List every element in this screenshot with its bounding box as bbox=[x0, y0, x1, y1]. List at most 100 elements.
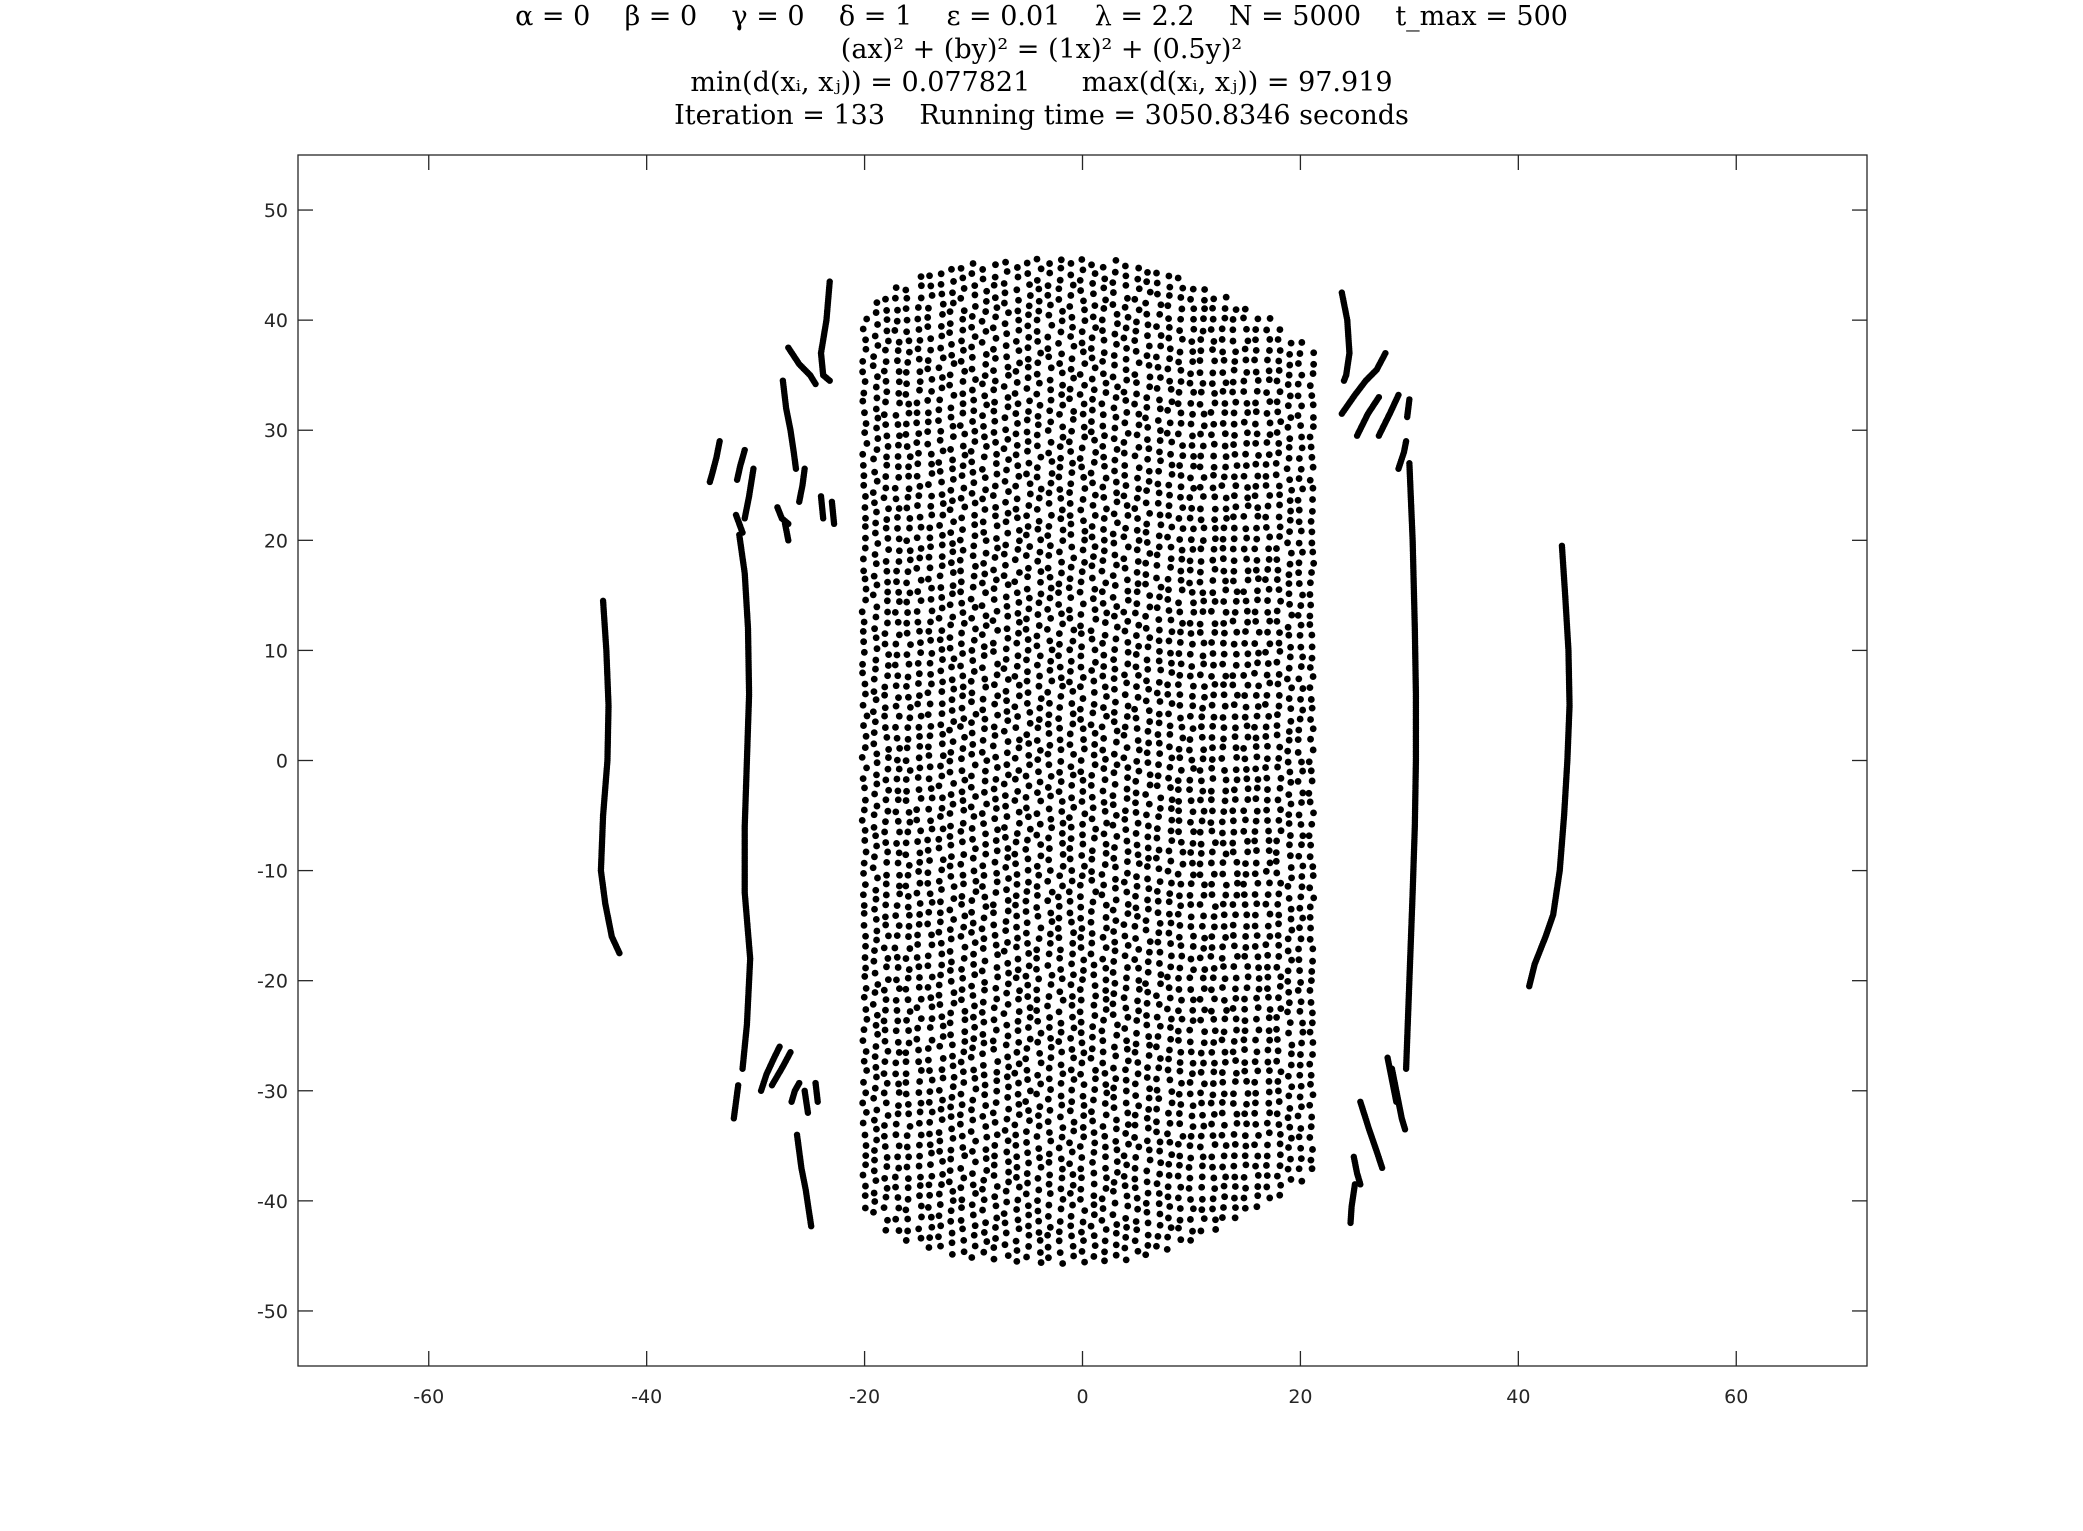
lattice-point bbox=[1090, 1096, 1097, 1104]
lattice-point bbox=[1079, 788, 1087, 795]
lattice-point bbox=[1207, 607, 1215, 615]
lattice-point bbox=[1263, 691, 1271, 699]
lattice-point bbox=[1274, 336, 1282, 343]
lattice-point bbox=[1210, 1015, 1218, 1023]
lattice-point bbox=[1036, 1249, 1044, 1256]
lattice-point bbox=[1190, 525, 1197, 533]
lattice-point bbox=[925, 481, 932, 488]
lattice-point bbox=[981, 715, 989, 723]
lattice-point bbox=[1132, 830, 1140, 837]
lattice-point bbox=[902, 305, 910, 313]
lattice-point bbox=[1025, 1222, 1032, 1230]
lattice-point bbox=[1153, 279, 1161, 287]
lattice-point bbox=[957, 294, 965, 302]
lattice-point bbox=[1199, 1111, 1206, 1119]
lattice-point bbox=[1284, 1008, 1291, 1016]
lattice-point bbox=[993, 1183, 1001, 1190]
lattice-point bbox=[1218, 336, 1226, 343]
lattice-point bbox=[1155, 846, 1163, 854]
lattice-point bbox=[1254, 776, 1262, 783]
lattice-point bbox=[1178, 546, 1186, 554]
lattice-point bbox=[1123, 344, 1130, 352]
lattice-point bbox=[1200, 597, 1208, 605]
lattice-point bbox=[935, 877, 943, 885]
lattice-point bbox=[1241, 639, 1249, 647]
lattice-point bbox=[1196, 463, 1204, 471]
lattice-point bbox=[969, 657, 977, 664]
lattice-point bbox=[1057, 454, 1064, 462]
lattice-point bbox=[1088, 855, 1096, 863]
lattice-point bbox=[1013, 943, 1020, 951]
lattice-point bbox=[896, 890, 904, 898]
lattice-point bbox=[1232, 306, 1240, 314]
lattice-point bbox=[1101, 1248, 1108, 1256]
lattice-point bbox=[1121, 471, 1129, 479]
lattice-point bbox=[903, 328, 911, 336]
lattice-point bbox=[1065, 606, 1073, 614]
lattice-point bbox=[1298, 841, 1305, 849]
lattice-point bbox=[1015, 995, 1022, 1003]
lattice-point bbox=[1121, 303, 1129, 311]
lattice-point bbox=[1190, 599, 1197, 607]
lattice-point bbox=[939, 500, 947, 507]
lattice-point bbox=[1309, 1146, 1316, 1153]
lattice-point bbox=[1232, 724, 1239, 732]
lattice-point bbox=[1240, 377, 1248, 385]
lattice-point bbox=[924, 952, 932, 960]
lattice-point bbox=[982, 1219, 989, 1227]
lattice-point bbox=[1199, 755, 1207, 763]
lattice-point bbox=[885, 546, 893, 554]
lattice-point bbox=[1178, 1079, 1185, 1087]
lattice-point bbox=[914, 502, 921, 509]
lattice-point bbox=[1186, 776, 1194, 784]
lattice-point bbox=[1266, 398, 1274, 405]
lattice-point bbox=[981, 433, 988, 441]
lattice-point bbox=[1044, 784, 1052, 791]
lattice-point bbox=[1067, 271, 1075, 279]
lattice-point bbox=[1284, 935, 1292, 943]
lattice-point bbox=[1200, 912, 1207, 920]
lattice-point bbox=[969, 418, 976, 425]
lattice-point bbox=[1166, 1203, 1174, 1210]
lattice-point bbox=[958, 755, 965, 763]
lattice-point bbox=[1134, 851, 1142, 859]
lattice-point bbox=[1221, 314, 1229, 322]
lattice-point bbox=[1022, 1055, 1030, 1063]
curve-point bbox=[796, 498, 803, 505]
lattice-point bbox=[978, 339, 986, 346]
lattice-point bbox=[1068, 427, 1076, 435]
lattice-point bbox=[1240, 1036, 1248, 1044]
lattice-point bbox=[1131, 1121, 1139, 1129]
lattice-point bbox=[1135, 1102, 1143, 1110]
lattice-point bbox=[1189, 1059, 1197, 1067]
lattice-point bbox=[1102, 1111, 1110, 1119]
lattice-point bbox=[1102, 987, 1110, 994]
lattice-point bbox=[1080, 1237, 1087, 1245]
lattice-point bbox=[1277, 973, 1285, 981]
lattice-point bbox=[1152, 353, 1160, 361]
lattice-point bbox=[983, 287, 991, 295]
lattice-point bbox=[949, 1052, 956, 1060]
lattice-point bbox=[1033, 316, 1041, 324]
curve-point bbox=[739, 1065, 746, 1072]
lattice-point bbox=[978, 925, 986, 933]
lattice-point bbox=[1123, 713, 1131, 720]
lattice-point bbox=[1285, 988, 1293, 996]
lattice-point bbox=[1241, 1017, 1249, 1025]
lattice-point bbox=[1309, 463, 1317, 471]
lattice-point bbox=[872, 613, 880, 621]
lattice-point bbox=[1143, 1021, 1151, 1029]
lattice-point bbox=[1285, 454, 1293, 462]
lattice-point bbox=[1121, 1244, 1129, 1252]
lattice-point bbox=[1012, 1131, 1020, 1139]
lattice-point bbox=[1102, 1164, 1109, 1172]
lattice-point bbox=[881, 1037, 889, 1045]
lattice-point bbox=[1252, 859, 1260, 867]
lattice-point bbox=[1004, 939, 1011, 946]
lattice-point bbox=[874, 1030, 881, 1038]
lattice-point bbox=[1005, 1158, 1012, 1166]
lattice-point bbox=[980, 1176, 988, 1184]
lattice-point bbox=[928, 387, 935, 395]
lattice-point bbox=[862, 1152, 870, 1160]
